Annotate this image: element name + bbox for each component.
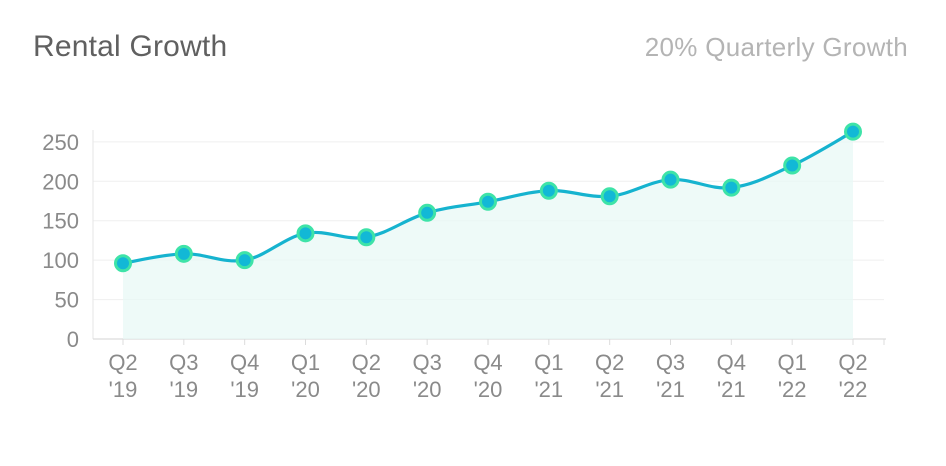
y-tick-labels: 0 50 100 150 200 250 [42,130,79,352]
x-tick-label-quarter: Q4 [717,350,746,375]
data-point[interactable] [783,156,802,175]
chart-title: Rental Growth [33,30,228,63]
x-tick-label-quarter: Q1 [777,350,806,375]
x-tick-label-year: '21 [595,377,624,402]
x-tick-label-quarter: Q4 [473,350,502,375]
x-tick-label-quarter: Q2 [108,350,137,375]
data-point[interactable] [844,122,862,141]
data-point[interactable] [418,203,437,222]
x-tick-label-quarter: Q2 [838,350,867,375]
x-tick-label-year: '19 [109,377,138,402]
x-tick-labels: Q2'19Q3'19Q4'19Q1'20Q2'20Q3'20Q4'20Q1'21… [108,350,867,402]
x-tick-label-quarter: Q3 [169,350,198,375]
x-tick-label-year: '21 [534,377,563,402]
x-tick-label-quarter: Q1 [291,350,320,375]
x-tick-label-year: '21 [656,377,685,402]
x-tick-label-year: '22 [778,377,807,402]
x-tick-label-year: '19 [230,377,259,402]
x-tick-label-quarter: Q2 [595,350,624,375]
data-point[interactable] [722,178,741,197]
x-tick-label-year: '20 [352,377,381,402]
data-point[interactable] [114,254,132,273]
data-point[interactable] [661,170,680,189]
x-tick-label-year: '20 [474,377,503,402]
data-point[interactable] [174,244,193,263]
y-tick-label: 250 [42,130,79,155]
chart-subtitle: 20% Quarterly Growth [644,32,908,62]
y-tick-label: 100 [42,248,79,273]
y-tick-label: 0 [67,327,79,352]
x-tick-label-year: '20 [413,377,442,402]
area-fill [123,131,853,339]
x-tick-label-quarter: Q4 [230,350,259,375]
x-tick-label-year: '19 [169,377,198,402]
y-tick-label: 200 [42,169,79,194]
y-tick-label: 150 [42,209,79,234]
x-tick-label-quarter: Q2 [352,350,381,375]
data-point[interactable] [600,187,619,206]
data-point[interactable] [539,181,558,200]
x-tick-label-year: '22 [839,377,868,402]
data-point[interactable] [296,224,315,243]
data-points [114,122,862,273]
data-point[interactable] [479,192,497,211]
x-tick-label-quarter: Q1 [534,350,563,375]
x-tick-label-quarter: Q3 [656,350,685,375]
x-tick-label-year: '20 [291,377,320,402]
y-tick-label: 50 [55,288,79,313]
data-point[interactable] [357,228,376,247]
x-tick-label-year: '21 [717,377,746,402]
series-area [123,131,853,339]
x-tick-label-quarter: Q3 [412,350,441,375]
data-point[interactable] [235,251,254,270]
